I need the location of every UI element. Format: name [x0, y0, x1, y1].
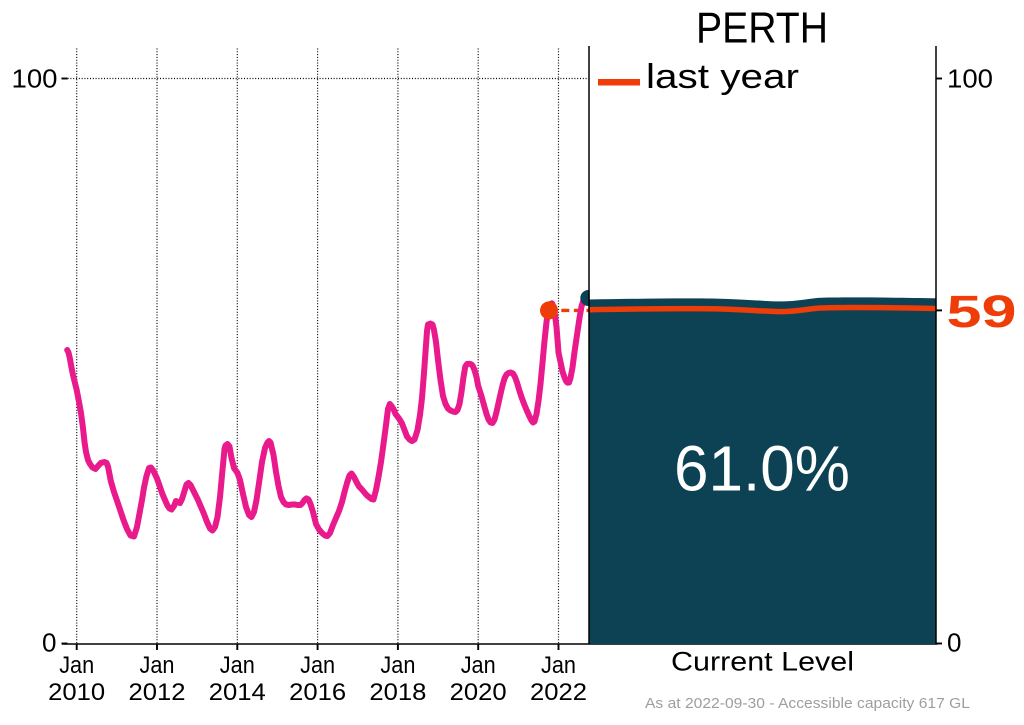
- svg-text:Jan: Jan: [140, 652, 175, 679]
- svg-text:2018: 2018: [369, 679, 426, 706]
- svg-text:2020: 2020: [450, 679, 507, 706]
- svg-text:last year: last year: [646, 58, 799, 96]
- svg-text:Current Level: Current Level: [671, 647, 854, 677]
- svg-text:PERTH: PERTH: [696, 4, 828, 53]
- svg-text:Jan: Jan: [300, 652, 335, 679]
- svg-text:2014: 2014: [209, 679, 266, 706]
- svg-text:2016: 2016: [289, 679, 346, 706]
- svg-text:2022: 2022: [530, 679, 587, 706]
- svg-text:61.0%: 61.0%: [674, 433, 850, 505]
- svg-text:0: 0: [947, 628, 961, 658]
- svg-text:Jan: Jan: [220, 652, 255, 679]
- svg-text:Jan: Jan: [461, 652, 496, 679]
- svg-text:59: 59: [947, 286, 1017, 337]
- svg-text:2012: 2012: [129, 679, 186, 706]
- svg-text:Jan: Jan: [59, 652, 94, 679]
- svg-text:100: 100: [947, 64, 993, 94]
- svg-text:As at 2022-09-30 - Accessible: As at 2022-09-30 - Accessible capacity 6…: [645, 695, 970, 712]
- svg-text:Jan: Jan: [541, 652, 576, 679]
- svg-text:Jan: Jan: [380, 652, 415, 679]
- svg-text:100: 100: [12, 64, 58, 94]
- svg-text:0: 0: [42, 628, 56, 658]
- svg-text:2010: 2010: [48, 679, 105, 706]
